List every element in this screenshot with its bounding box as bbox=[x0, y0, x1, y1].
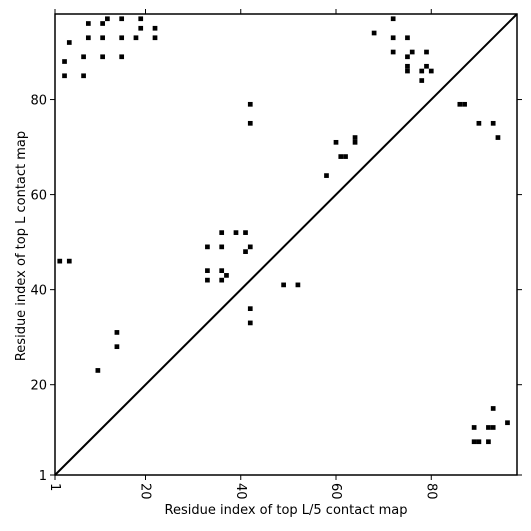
contact-point-lower bbox=[476, 439, 482, 445]
contact-point-upper bbox=[105, 16, 110, 22]
contact-point-upper bbox=[119, 35, 125, 41]
diagonal-line bbox=[54, 13, 518, 476]
contact-point-upper bbox=[405, 35, 410, 41]
contact-point-upper bbox=[81, 73, 86, 79]
contact-point-upper bbox=[205, 277, 210, 283]
contact-point-upper bbox=[100, 21, 105, 26]
contact-point-lower bbox=[486, 439, 491, 445]
contact-point-lower bbox=[490, 425, 496, 430]
contact-point-upper bbox=[233, 230, 239, 235]
contact-point-upper bbox=[390, 16, 396, 22]
contact-point-upper bbox=[66, 40, 72, 45]
contact-point-upper bbox=[419, 68, 425, 74]
contact-point-upper bbox=[424, 63, 429, 69]
contact-point-upper bbox=[462, 101, 467, 107]
contact-point-upper bbox=[390, 35, 396, 41]
contact-point-upper bbox=[114, 344, 120, 350]
contact-point-upper bbox=[66, 258, 72, 264]
contact-point-upper bbox=[247, 101, 253, 107]
contact-point-upper bbox=[62, 59, 67, 64]
contact-point-upper bbox=[219, 277, 225, 283]
contact-point-lower bbox=[471, 425, 477, 430]
contact-point-upper bbox=[100, 54, 105, 60]
contact-point-upper bbox=[352, 139, 358, 145]
contact-point-upper bbox=[405, 54, 410, 60]
contact-point-upper bbox=[409, 49, 415, 55]
contact-point-lower bbox=[490, 406, 496, 411]
x-tick-label: 20 bbox=[137, 483, 152, 500]
contact-point-upper bbox=[352, 135, 358, 140]
y-tick-label: 80 bbox=[30, 94, 47, 109]
contact-point-upper bbox=[152, 35, 158, 41]
points-layer bbox=[57, 16, 510, 445]
contact-point-upper bbox=[205, 244, 210, 250]
contact-point-upper bbox=[119, 16, 125, 22]
y-tick-label: 60 bbox=[30, 189, 47, 204]
contact-point-upper bbox=[243, 249, 248, 254]
contact-point-upper bbox=[57, 258, 63, 264]
ticks-layer: 1 20 40 60 80 1 20 40 60 80 bbox=[30, 9, 522, 500]
y-tick-label: 1 bbox=[39, 469, 47, 484]
contact-point-upper bbox=[405, 68, 410, 74]
contact-point-upper bbox=[95, 368, 101, 373]
y-tick-label: 40 bbox=[30, 284, 47, 299]
contact-point-upper bbox=[490, 120, 496, 126]
contact-point-upper bbox=[85, 21, 91, 26]
contact-point-upper bbox=[219, 244, 225, 250]
contact-point-upper bbox=[419, 78, 425, 83]
contact-point-upper bbox=[114, 330, 120, 335]
contact-point-lower bbox=[471, 439, 477, 445]
contact-point-upper bbox=[371, 30, 377, 36]
contact-point-upper bbox=[224, 273, 229, 278]
contact-point-lower bbox=[486, 425, 491, 430]
contact-point-lower bbox=[505, 420, 510, 426]
contact-point-upper bbox=[390, 49, 396, 55]
contact-point-upper bbox=[338, 154, 344, 159]
contact-point-upper bbox=[405, 63, 410, 69]
contact-point-upper bbox=[281, 282, 286, 288]
x-tick-label: 40 bbox=[233, 483, 248, 500]
x-tick-label: 1 bbox=[47, 483, 62, 491]
plot-frame bbox=[54, 13, 518, 476]
contact-point-upper bbox=[138, 25, 144, 31]
contact-point-upper bbox=[424, 49, 429, 55]
contact-point-upper bbox=[428, 68, 434, 74]
contact-point-upper bbox=[247, 306, 253, 312]
contact-point-upper bbox=[205, 268, 210, 273]
x-tick-label: 60 bbox=[328, 483, 343, 500]
y-axis-label: Residue index of top L contact map bbox=[14, 131, 29, 361]
contact-point-upper bbox=[295, 282, 301, 288]
x-axis-label: Residue index of top L/5 contact map bbox=[165, 503, 408, 518]
contact-point-upper bbox=[333, 139, 339, 145]
contact-point-upper bbox=[138, 16, 144, 22]
contact-point-upper bbox=[457, 101, 463, 107]
contact-point-upper bbox=[247, 320, 253, 326]
contact-point-upper bbox=[219, 230, 225, 235]
contact-point-upper bbox=[495, 135, 501, 140]
y-tick-label: 20 bbox=[30, 379, 47, 394]
contact-point-upper bbox=[247, 244, 253, 250]
contact-point-upper bbox=[85, 35, 91, 41]
contact-point-upper bbox=[81, 54, 86, 60]
contact-point-upper bbox=[243, 230, 248, 235]
contact-point-upper bbox=[133, 35, 139, 41]
x-tick-label: 80 bbox=[423, 483, 438, 500]
contact-point-upper bbox=[62, 73, 67, 79]
contact-point-upper bbox=[324, 173, 329, 178]
contact-point-upper bbox=[152, 25, 158, 31]
contact-point-upper bbox=[247, 120, 253, 126]
contact-point-upper bbox=[100, 35, 105, 41]
contact-point-upper bbox=[476, 120, 482, 126]
contact-point-upper bbox=[119, 54, 125, 60]
contact-point-upper bbox=[219, 268, 225, 273]
contact-point-upper bbox=[343, 154, 348, 159]
